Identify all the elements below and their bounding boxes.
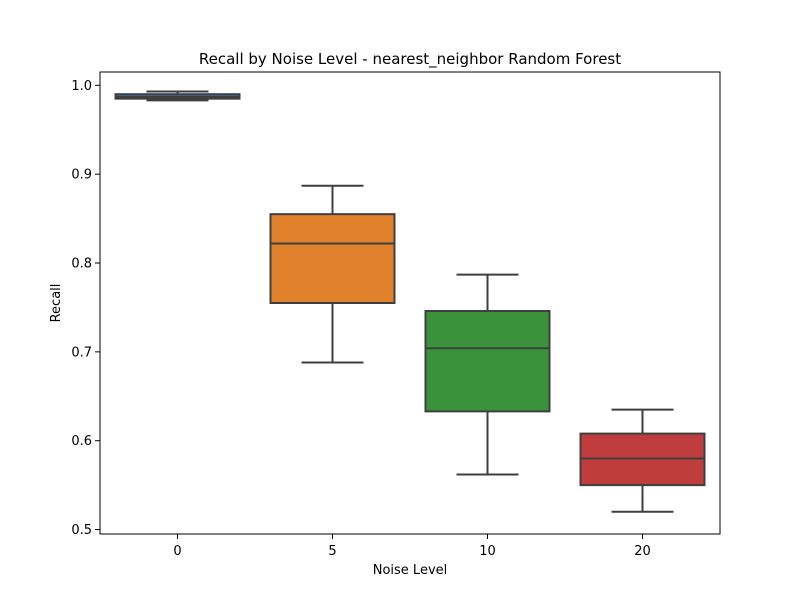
chart-title: Recall by Noise Level - nearest_neighbor… <box>199 50 621 69</box>
plot-area <box>114 90 706 513</box>
y-tick-label: 0.8 <box>71 257 92 272</box>
y-tick-label: 0.6 <box>71 434 92 449</box>
box-iqr <box>269 213 396 304</box>
y-tick-label: 0.9 <box>71 168 92 183</box>
y-tick-label: 1.0 <box>71 79 92 94</box>
x-tick-label: 10 <box>479 544 496 559</box>
plot-frame <box>99 71 721 535</box>
x-axis-label: Noise Level <box>373 563 448 578</box>
box-5 <box>269 184 396 364</box>
y-tick-label: 0.5 <box>71 523 92 538</box>
box-iqr <box>424 309 551 413</box>
box-10 <box>424 273 551 476</box>
x-axis: 0 5 10 20 <box>173 534 651 559</box>
box-0 <box>114 90 241 102</box>
x-tick-label: 20 <box>634 544 651 559</box>
y-axis-label: Recall <box>49 284 64 323</box>
box-20 <box>579 408 706 513</box>
y-axis: 0.5 0.6 0.7 0.8 0.9 1.0 <box>71 79 100 538</box>
x-tick-label: 0 <box>173 544 181 559</box>
y-tick-label: 0.7 <box>71 345 92 360</box>
x-tick-label: 5 <box>328 544 336 559</box>
